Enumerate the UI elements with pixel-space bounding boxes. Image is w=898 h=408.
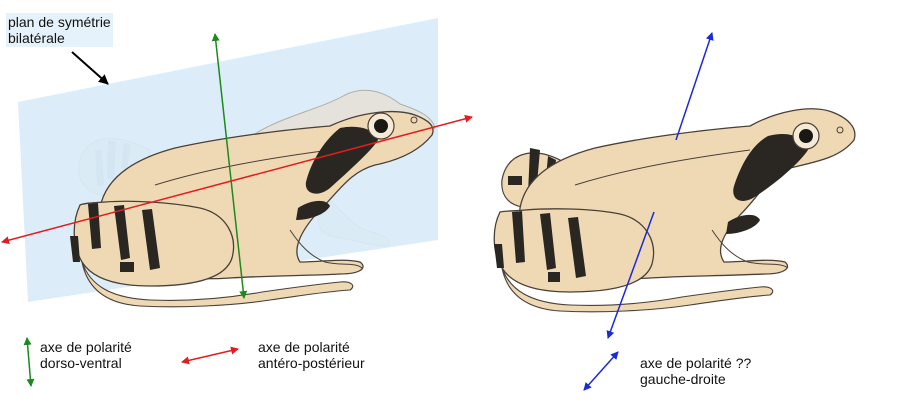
right-frog-group [493,32,856,339]
right-frog-nostril [836,126,844,134]
left-frog-group [1,18,473,308]
dorso-ventral-label-line1: axe de polarité [40,339,132,355]
antero-posterior-label: axe de polarité antéro-postérieur [258,339,365,371]
legend-blue-arrow [583,351,619,391]
plane-label: plan de symétrie bilatérale [6,13,113,47]
antero-posterior-label-line2: antéro-postérieur [258,355,365,371]
left-frog-foot [81,261,354,308]
left-right-axis-upper-arrow [675,32,714,141]
legend-green-arrow [23,337,35,387]
right-frog-dorsal-fold [574,149,751,186]
left-right-label-line2: gauche-droite [640,371,726,387]
antero-posterior-label-line1: axe de polarité [258,339,350,355]
left-frog-eye [367,112,395,140]
right-frog-shoulder-patch [726,214,760,234]
right-frog-mask [733,133,808,201]
right-frog-foot [501,267,774,313]
dorso-ventral-label-line2: dorso-ventral [40,355,122,371]
legend-red-arrow [181,346,239,365]
right-frog-front-arm [711,229,789,269]
plane-pointer-arrow [71,51,109,85]
dorso-ventral-label: axe de polarité dorso-ventral [40,339,132,371]
left-right-label: axe de polarité ?? gauche-droite [640,355,751,387]
antero-posterior-axis-arrow [1,114,473,245]
left-right-axis-lower-arrow [606,211,655,339]
plane-label-line2: bilatérale [8,30,65,46]
right-frog-leg-stripes [494,211,586,282]
left-right-label-line1: axe de polarité ?? [640,355,752,371]
right-frog-eye [792,122,820,150]
plane-label-line1: plan de symétrie [8,14,111,30]
